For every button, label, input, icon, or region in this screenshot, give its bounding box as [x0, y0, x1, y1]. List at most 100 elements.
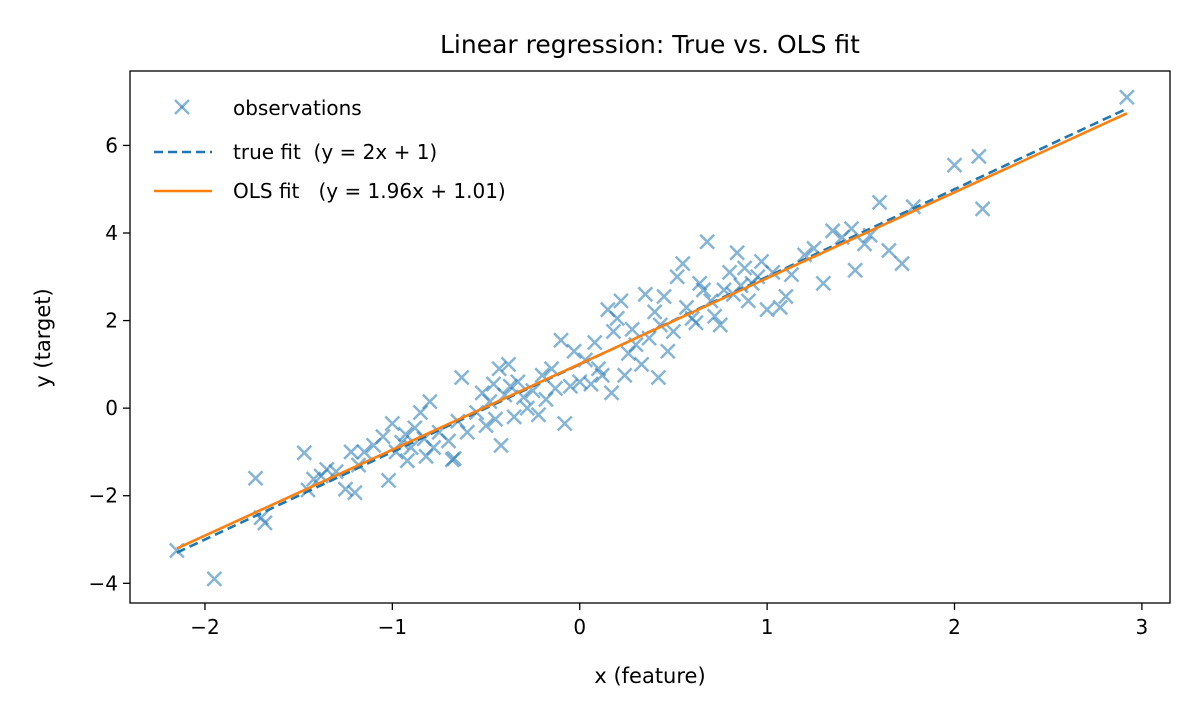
observation-point — [856, 236, 873, 252]
observation-point — [843, 220, 860, 237]
legend-label-observations: observations — [233, 96, 362, 120]
x-tick-label: 0 — [573, 615, 586, 639]
observation-point — [247, 470, 264, 487]
observation-point — [605, 323, 622, 340]
observation-point — [547, 380, 564, 397]
observation-point — [736, 260, 753, 276]
x-tick-label: 2 — [948, 615, 961, 639]
observation-point — [613, 292, 629, 309]
observation-point — [502, 378, 519, 395]
y-axis-label: y (target) — [31, 288, 55, 387]
observation-point — [699, 233, 716, 250]
observation-point — [493, 437, 509, 454]
observation-point — [356, 444, 373, 460]
observation-point — [453, 369, 470, 386]
observation-point — [384, 415, 401, 432]
y-tick-label: 6 — [105, 133, 118, 157]
observation-point — [491, 360, 508, 377]
observation-point — [1119, 89, 1135, 106]
observation-point — [905, 198, 922, 215]
observation-point — [772, 299, 789, 316]
observation-point — [759, 301, 776, 318]
observation-point — [318, 461, 335, 478]
legend-marker-observations — [174, 99, 190, 115]
observation-point — [646, 303, 663, 320]
observation-point — [946, 157, 963, 174]
observation-point — [712, 317, 729, 333]
observation-point — [375, 428, 391, 445]
observation-point — [650, 369, 667, 386]
y-tick-label: 0 — [105, 396, 118, 420]
observation-point — [824, 222, 841, 239]
observation-point — [616, 367, 633, 384]
legend-label-ols-fit: OLS fit (y = 1.96x + 1.01) — [233, 179, 506, 203]
observation-point — [603, 384, 620, 401]
observation-point — [624, 321, 641, 338]
chart-title: Linear regression: True vs. OLS fit — [440, 30, 860, 59]
ols-fit-line — [176, 112, 1128, 550]
observation-point — [740, 292, 757, 309]
observation-point — [583, 376, 599, 392]
axes-frame — [129, 70, 1171, 604]
observation-point — [519, 400, 536, 417]
observation-point — [346, 484, 363, 501]
observation-point — [777, 288, 794, 305]
observation-point — [974, 201, 991, 217]
observation-point — [674, 255, 691, 272]
observation-point — [815, 275, 832, 292]
observation-point — [847, 262, 864, 279]
observation-point — [706, 308, 723, 325]
observation-point — [257, 514, 273, 531]
observation-point — [871, 194, 888, 211]
y-tick-label: −4 — [89, 571, 118, 595]
observation-point — [594, 367, 611, 384]
observation-point — [500, 356, 517, 373]
observation-point — [633, 356, 650, 373]
observation-point — [440, 433, 457, 449]
y-tick-label: −2 — [89, 484, 118, 508]
observation-point — [524, 382, 541, 399]
legend: observations true fit (y = 2x + 1) OLS f… — [154, 96, 506, 203]
observation-point — [446, 450, 463, 467]
observation-point — [562, 378, 579, 395]
y-tick-label: 2 — [105, 309, 118, 333]
observation-point — [337, 481, 354, 498]
observation-point — [609, 310, 626, 327]
x-tick-label: −2 — [190, 615, 219, 639]
observation-point — [637, 286, 654, 303]
observation-point — [343, 444, 360, 460]
x-tick-label: 1 — [761, 615, 774, 639]
observation-point — [399, 452, 416, 469]
observation-point — [506, 409, 523, 425]
legend-label-true-fit: true fit (y = 2x + 1) — [233, 140, 437, 164]
observation-point — [556, 415, 573, 432]
x-axis-label: x (feature) — [594, 664, 705, 688]
observation-point — [296, 444, 313, 461]
observation-point — [688, 314, 704, 331]
y-tick-label: 4 — [105, 221, 118, 245]
observation-point — [695, 282, 712, 298]
observation-point — [721, 264, 738, 281]
observation-point — [586, 334, 603, 351]
observation-point — [487, 411, 504, 427]
observation-point — [510, 373, 526, 390]
observation-point — [656, 288, 672, 305]
observation-point — [665, 323, 682, 340]
observation-point — [970, 148, 987, 165]
observation-point — [729, 244, 746, 261]
observation-point — [425, 439, 442, 456]
observation-point — [421, 393, 438, 410]
observation-point — [669, 268, 686, 285]
observation-point — [397, 426, 414, 443]
observation-point — [530, 406, 547, 423]
x-tick-label: −1 — [378, 615, 407, 639]
observation-point — [459, 424, 476, 441]
observation-point — [553, 332, 569, 349]
observation-point — [478, 417, 494, 434]
observation-point — [894, 255, 910, 272]
observation-point — [206, 571, 223, 587]
x-tick-label: 3 — [1136, 615, 1149, 639]
observation-point — [566, 343, 582, 360]
